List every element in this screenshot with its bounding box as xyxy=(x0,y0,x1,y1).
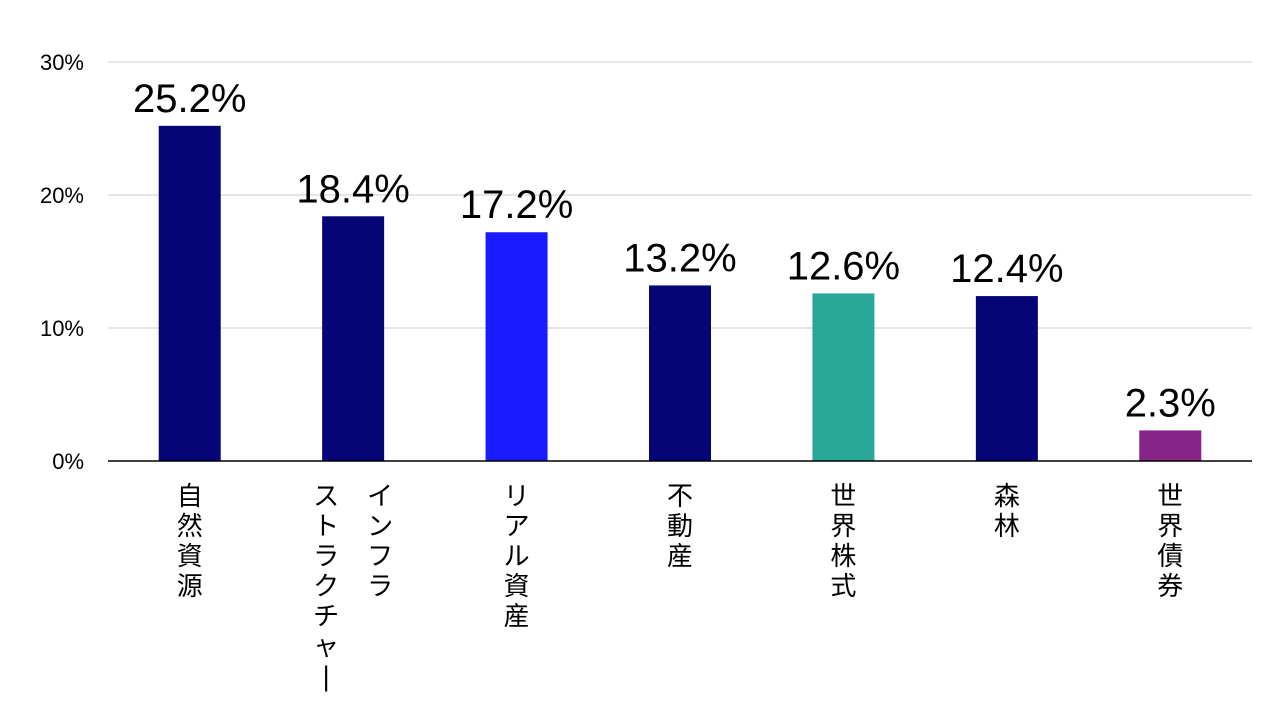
category-label-char: 自 xyxy=(177,482,203,512)
bar xyxy=(649,285,711,461)
bar xyxy=(1139,430,1202,461)
category-label: 自然資源 xyxy=(177,482,203,602)
category-label-char: ラ xyxy=(313,542,339,572)
category-label-char: ク xyxy=(313,572,339,602)
data-label: 25.2% xyxy=(133,77,246,121)
y-tick-label: 20% xyxy=(40,183,84,208)
bar xyxy=(975,296,1038,461)
data-label: 12.6% xyxy=(787,244,900,288)
category-label-char: 世 xyxy=(830,482,856,512)
category-label-char: 界 xyxy=(1157,512,1183,542)
category-label-char: 界 xyxy=(830,512,856,542)
category-label-char: 式 xyxy=(830,572,856,602)
data-label: 18.4% xyxy=(296,167,409,211)
category-label-char: 産 xyxy=(667,542,693,572)
category-label-char: イ xyxy=(367,482,393,512)
category-label-char: ア xyxy=(504,512,530,542)
category-label-char: 券 xyxy=(1157,572,1183,602)
data-label: 17.2% xyxy=(460,183,573,227)
category-label-char: リ xyxy=(504,482,530,512)
category-label-char: 債 xyxy=(1157,542,1183,572)
category-label-char: ス xyxy=(313,482,339,512)
category-label: 世界債券 xyxy=(1157,482,1183,602)
category-label-char: ラ xyxy=(367,572,393,602)
category-label-char: 動 xyxy=(667,512,693,542)
category-label-char: | xyxy=(322,662,331,692)
category-label-char: 林 xyxy=(994,512,1020,542)
bar xyxy=(158,125,221,461)
category-label-char: 森 xyxy=(994,482,1020,512)
category-label-char: ャ xyxy=(313,632,339,662)
category-label-char: フ xyxy=(367,542,393,572)
data-label: 2.3% xyxy=(1125,381,1216,425)
category-label-char: ル xyxy=(504,542,530,572)
bar xyxy=(812,293,875,461)
category-label-char: 源 xyxy=(177,572,203,602)
y-tick-label: 30% xyxy=(40,50,84,75)
data-label: 13.2% xyxy=(623,236,736,280)
category-label-char: チ xyxy=(313,602,339,632)
category-label: 世界株式 xyxy=(830,482,856,602)
category-label-char: 産 xyxy=(504,602,530,632)
category-label: 森林 xyxy=(994,482,1020,542)
category-label-char: 然 xyxy=(177,512,203,542)
category-label-char: 世 xyxy=(1157,482,1183,512)
category-label: リアル資産 xyxy=(504,482,530,632)
y-tick-label: 0% xyxy=(52,449,84,474)
y-tick-label: 10% xyxy=(40,316,84,341)
category-label: 不動産 xyxy=(667,482,693,572)
category-label-char: 株 xyxy=(830,542,856,572)
category-label: インフラストラクチャ| xyxy=(313,482,393,692)
category-label-char: 不 xyxy=(667,482,693,512)
category-label-char: 資 xyxy=(177,542,203,572)
bar xyxy=(485,232,548,461)
data-label: 12.4% xyxy=(950,247,1063,291)
bar xyxy=(322,216,385,461)
category-label-char: ン xyxy=(367,512,393,542)
category-label-char: ト xyxy=(313,512,339,542)
category-label-char: 資 xyxy=(504,572,530,602)
